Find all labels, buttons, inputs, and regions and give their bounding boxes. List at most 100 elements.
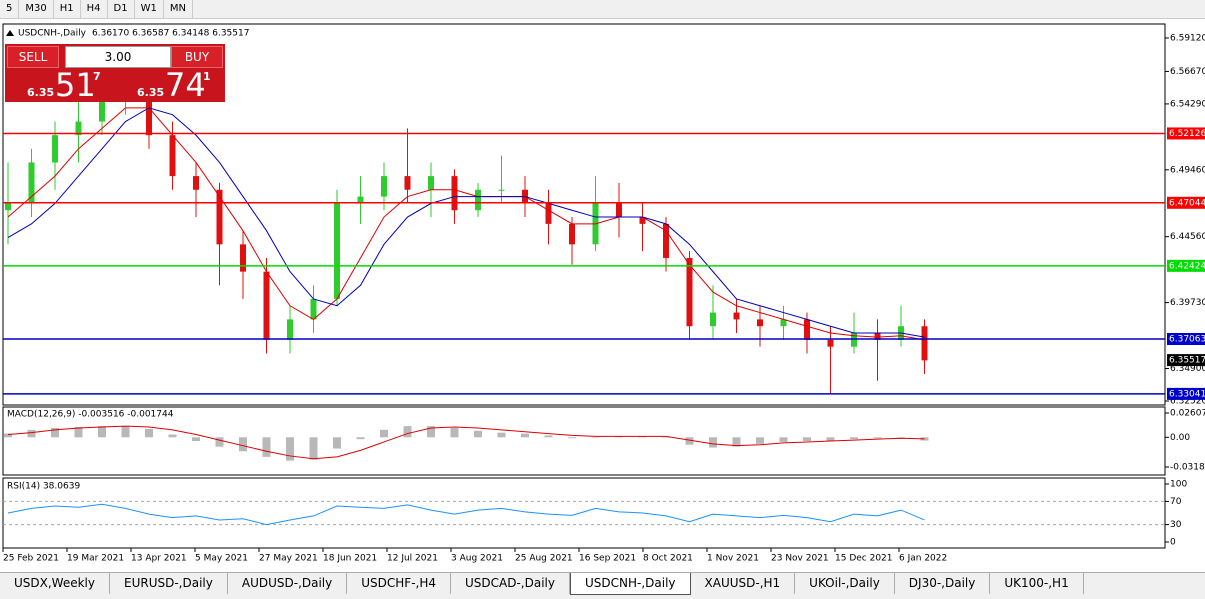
macd-bar [215,437,224,447]
date-label: 6 Jan 2022 [899,554,947,564]
candle-body [146,94,152,136]
timeframe-button[interactable]: MN [164,0,193,18]
fraction: 7 [93,70,101,83]
chart-tab[interactable]: USDX,Weekly [0,573,110,594]
level-label-box [1167,196,1205,209]
date-label: 16 Sep 2021 [579,554,636,564]
macd-bar [192,437,200,442]
macd-bar [74,427,83,438]
chart-tab[interactable]: USDCAD-,Daily [451,573,570,594]
rsi-tick-label: 70 [1170,497,1182,507]
pips: 74 [165,66,206,104]
big-figure: 6.35 [137,86,165,99]
macd-bar [850,437,858,440]
level-label-box [1167,127,1205,140]
date-label: 12 Jul 2021 [387,554,438,564]
candle-body [780,319,787,327]
macd-bar [732,437,741,447]
date-label: 8 Oct 2021 [643,554,693,564]
candle-body [545,203,552,224]
date-label: 18 Jun 2021 [323,554,377,564]
chart-tab[interactable]: UKOil-,Daily [795,573,895,594]
date-label: 5 May 2021 [195,554,248,564]
rsi-tick-label: 30 [1170,520,1182,530]
candle-body [616,203,622,218]
macd-bar [145,428,153,438]
date-label: 19 Mar 2021 [67,554,124,564]
macd-signal [7,425,925,460]
macd-bar [168,434,177,438]
chart-tab[interactable]: USDCHF-,H4 [347,573,451,594]
timeframe-button[interactable]: W1 [135,0,164,18]
macd-bar [709,437,717,448]
macd-bar [450,427,459,438]
macd-tick-label: 0.00 [1170,433,1190,443]
macd-bar [591,437,600,438]
rsi-line [7,503,925,526]
macd-bar [121,426,130,438]
macd-bar [474,430,482,438]
candle-body [193,176,199,190]
collapse-icon[interactable] [6,30,14,36]
level-label: 6.52126 [1169,129,1205,139]
macd-bar [356,437,365,440]
macd-bar [4,433,12,438]
candle-body [310,298,317,320]
candle-body [428,176,434,190]
candle-body [216,189,223,245]
price-tick-label: 6.54290 [1170,99,1205,109]
macd-bar [662,437,670,438]
date-label: 25 Feb 2021 [3,554,59,564]
macd-tick-label: -0.03187 [1170,463,1205,473]
candle-body [569,223,575,245]
chart-tabs: USDX,Weekly EURUSD-,Daily AUDUSD-,Daily USD… [0,572,1205,599]
symbol: USDCNH-,Daily [18,29,87,39]
chart-tab[interactable]: EURUSD-,Daily [110,573,228,594]
candle-body [263,271,270,340]
sell-button[interactable]: SELL [7,46,59,68]
candle-body [475,189,481,211]
timeframe-button[interactable]: H4 [81,0,108,18]
chart-tab[interactable]: AUDUSD-,Daily [228,573,348,594]
macd-bar [286,437,294,461]
candle-body [851,333,857,347]
timeframe-button[interactable]: 5 [0,0,20,18]
macd-bar [897,437,905,438]
candle-body [451,176,458,211]
moving-average-slow [7,107,925,338]
macd-bar [826,437,835,442]
timeframe-toolbar: 5 M30 H1 H4 D1 W1 MN [0,0,1205,19]
macd-bar [27,429,36,438]
candle-body [827,339,834,347]
chart-tab[interactable]: USDCNH-,Daily [569,573,691,595]
chart-tab[interactable]: UK100-,H1 [990,573,1084,594]
date-label: 15 Dec 2021 [835,554,893,564]
chart-tab[interactable]: DJ30-,Daily [895,573,991,594]
volume-input[interactable]: 3.00 [65,46,171,68]
candle-body [287,319,293,340]
candle-body [874,333,881,340]
candle-body [404,176,411,190]
macd-bar [239,437,247,452]
buy-button[interactable]: BUY [171,46,223,68]
one-click-trading: SELL 3.00 BUY 6.35 51 7 6.35 74 1 [5,44,225,104]
timeframe-button[interactable]: D1 [108,0,135,18]
level-label: 6.42424 [1169,261,1205,271]
date-label: 3 Aug 2021 [451,554,503,564]
macd-tick-label: 0.02607 [1170,409,1205,419]
price-tick-label: 6.56670 [1170,67,1205,77]
price-tick-label: 6.44560 [1170,232,1205,242]
candle-body [52,135,58,163]
timeframe-button[interactable]: H1 [54,0,81,18]
current-price-label: 6.35517 [1169,356,1205,366]
chart-tab[interactable]: XAUUSD-,H1 [691,573,796,594]
moving-average-fast [7,107,925,341]
candle-body [99,94,105,122]
timeframe-button[interactable]: M30 [19,0,54,18]
macd-bar [873,437,882,439]
macd-bar [685,437,694,445]
candle-body [28,162,35,204]
price-tick-label: 6.32520 [1170,397,1205,407]
rsi-pane [2,477,1166,549]
